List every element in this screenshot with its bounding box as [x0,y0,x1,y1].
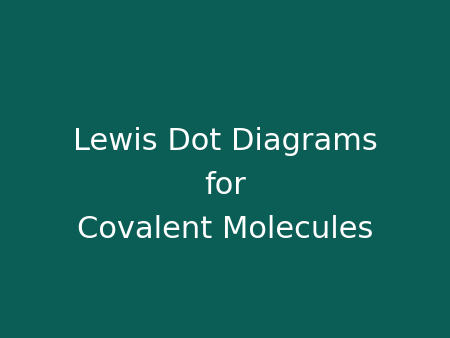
Text: for: for [204,171,246,200]
Text: Lewis Dot Diagrams: Lewis Dot Diagrams [72,127,378,156]
Text: Covalent Molecules: Covalent Molecules [77,215,373,244]
